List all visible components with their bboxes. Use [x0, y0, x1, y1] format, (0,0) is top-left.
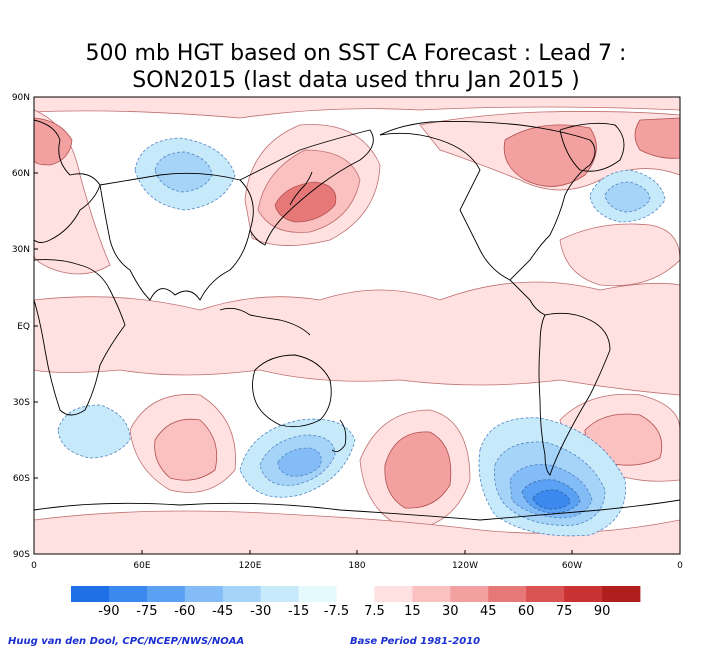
anomaly-neg-north-atlantic-core [604, 181, 651, 213]
lon-label-60e: 60E [133, 561, 150, 571]
anomaly-neg-tasman-peak [277, 447, 322, 477]
anomaly-arctic-europe-east [634, 117, 680, 159]
coastline-antarctica [34, 499, 680, 521]
anomaly-north-pacific-peak [274, 181, 337, 223]
map-title: 500 mb HGT based on SST CA Forecast : Le… [0, 40, 712, 94]
colorbar-swatch [336, 586, 375, 602]
colorbar-label: 45 [480, 604, 497, 619]
lat-label-90s: 90S [13, 550, 30, 560]
colorbar-swatch [222, 586, 262, 602]
latitude-axis: 90N 60N 30N EQ 30S 60S 90S [12, 93, 38, 560]
anomaly-neg-south-africa [57, 404, 131, 459]
colorbar-label: 90 [593, 604, 611, 619]
colorbar-swatch [450, 586, 489, 602]
lon-label-0-left: 0 [31, 561, 37, 571]
longitude-axis: 0 60E 120E 180 120W 60W 0 [31, 550, 683, 571]
lon-label-0-right: 0 [677, 561, 683, 571]
lat-label-30s: 30S [13, 398, 30, 408]
coastline-asia [99, 172, 254, 301]
colorbar-label: 15 [404, 604, 421, 619]
anomaly-arctic-band [34, 97, 680, 119]
anomaly-tropical-belt [34, 281, 680, 396]
colorbar-swatch [488, 586, 527, 602]
coastline-south-america [538, 312, 611, 476]
lat-label-eq: EQ [17, 322, 30, 332]
coastline-north-america [379, 120, 596, 281]
title-line-2: SON2015 (last data used thru Jan 2015 ) [132, 68, 580, 93]
colorbar-swatch [260, 586, 299, 602]
colorbar-swatch [108, 586, 148, 602]
lon-label-120w: 120W [452, 561, 478, 571]
colorbar-swatch [184, 586, 224, 602]
colorbar-swatch [374, 586, 413, 602]
anomaly-greenland-core [503, 124, 597, 187]
lat-label-90n: 90N [12, 93, 30, 103]
base-period-text: Base Period 1981-2010 [350, 636, 481, 647]
credit-text: Huug van den Dool, CPC/NCEP/NWS/NOAA [8, 636, 245, 647]
lon-label-120e: 120E [239, 561, 262, 571]
anomaly-south-pacific-core [384, 431, 452, 509]
coastline-africa [34, 259, 126, 416]
colorbar-label: -30 [250, 604, 272, 619]
colorbar-swatch [564, 586, 603, 602]
anomaly-field [34, 97, 680, 554]
colorbar-label: -45 [212, 604, 234, 619]
colorbar-label: 60 [517, 604, 535, 619]
anomaly-neg-amundsen-peak [532, 489, 571, 510]
lon-label-60w: 60W [562, 561, 582, 571]
colorbar-label: 7.5 [364, 604, 385, 619]
coastline-indonesia [219, 307, 311, 336]
colorbar-label: -75 [136, 604, 158, 619]
colorbar-swatch [412, 586, 451, 602]
coastline-central-america [509, 279, 546, 316]
anomaly-arctic-europe [34, 117, 73, 166]
lat-label-60n: 60N [12, 169, 30, 179]
colorbar-swatch [602, 586, 641, 602]
lat-label-30n: 30N [12, 245, 30, 255]
coastline-greenland [559, 122, 625, 172]
colorbar-swatch [71, 586, 110, 602]
colorbar-label: -90 [98, 604, 120, 619]
colorbar-swatch [526, 586, 565, 602]
coastline-japan [289, 171, 313, 206]
coastlines [34, 119, 680, 521]
colorbar-swatch [146, 586, 186, 602]
anomaly-antarctic-band [34, 510, 680, 554]
coastline-new-zealand [331, 419, 347, 453]
colorbar-label: 75 [555, 604, 573, 619]
colorbar-label: -15 [287, 604, 310, 619]
anomaly-south-indian-core [154, 418, 218, 481]
lat-label-60s: 60S [13, 474, 30, 484]
lon-label-180: 180 [348, 561, 365, 571]
colorbar-swatch [298, 586, 337, 602]
coastline-australia [252, 354, 332, 428]
colorbar [71, 586, 641, 602]
title-line-1: 500 mb HGT based on SST CA Forecast : Le… [85, 41, 627, 66]
colorbar-label: -7.5 [323, 604, 350, 619]
colorbar-label: -60 [174, 604, 196, 619]
colorbar-label: 30 [442, 604, 459, 619]
coastline-east-asia [239, 129, 374, 246]
